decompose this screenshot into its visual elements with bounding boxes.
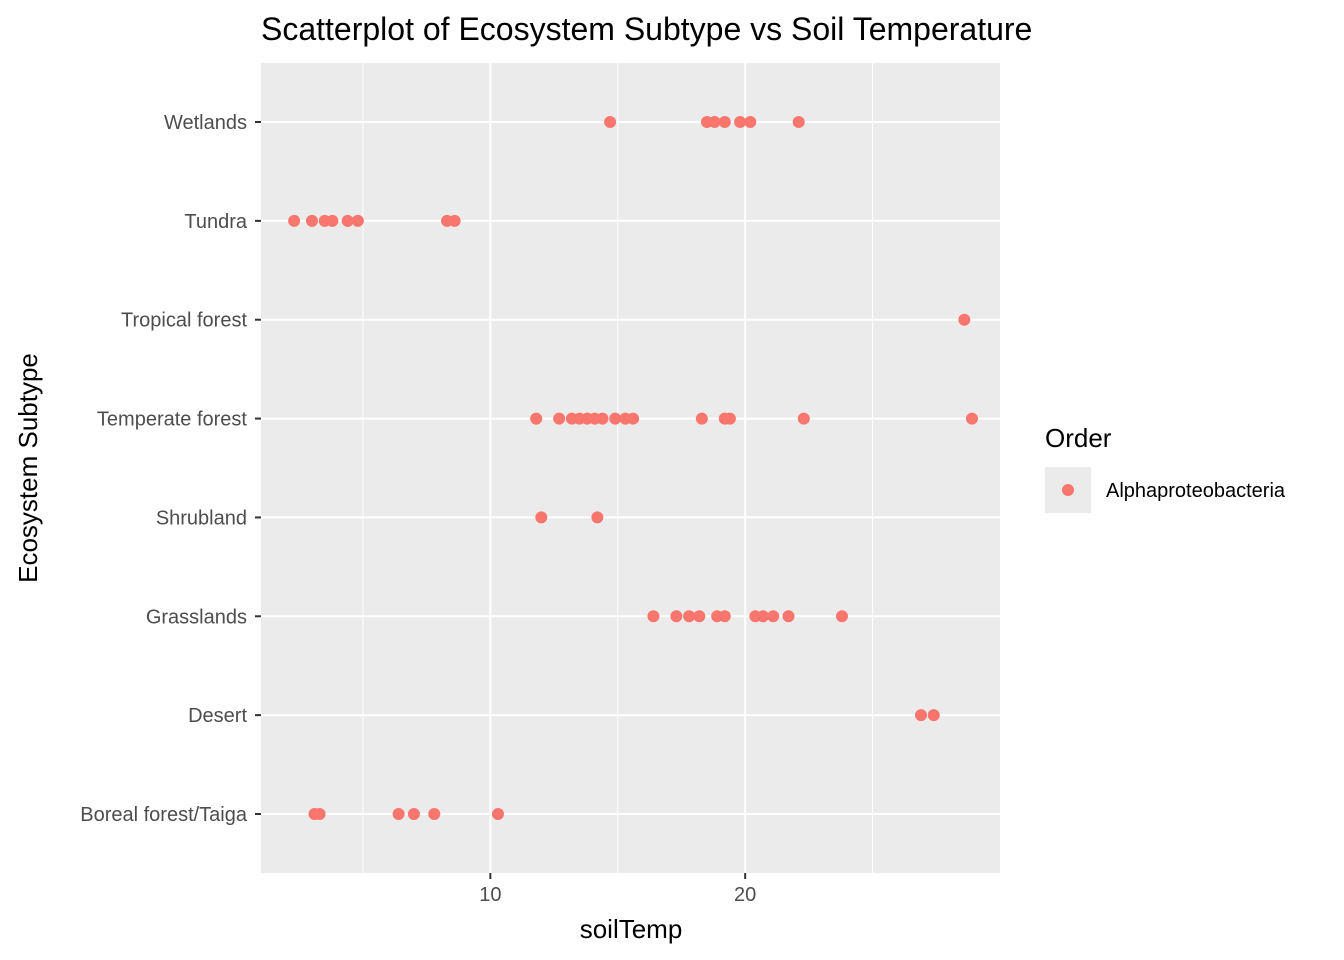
y-tick-label: Tropical forest <box>121 310 247 332</box>
x-tick-label: 10 <box>479 884 501 906</box>
legend-entry-label: Alphaproteobacteria <box>1106 480 1286 502</box>
data-point <box>718 116 731 128</box>
data-point <box>491 808 504 820</box>
x-axis-title: soilTemp <box>580 914 683 944</box>
data-point <box>718 610 731 623</box>
y-tick-label: Boreal forest/Taiga <box>80 804 248 826</box>
data-point <box>553 412 566 425</box>
data-point <box>407 808 420 820</box>
data-point <box>693 610 706 623</box>
data-point <box>609 412 622 425</box>
data-point <box>596 412 609 425</box>
major-gridlines <box>261 63 1000 873</box>
data-point <box>782 610 795 623</box>
data-point <box>428 808 441 820</box>
data-point <box>757 610 770 623</box>
legend-title: Order <box>1045 423 1112 453</box>
data-point <box>744 116 757 128</box>
data-point <box>723 412 736 425</box>
data-points <box>288 116 978 820</box>
data-point <box>591 511 604 524</box>
data-point <box>695 412 708 425</box>
data-point <box>351 214 364 227</box>
data-point <box>734 116 747 128</box>
data-point <box>683 610 696 623</box>
data-point <box>392 808 405 820</box>
y-tick-label: Wetlands <box>164 112 247 134</box>
data-point <box>530 412 543 425</box>
data-point <box>708 116 721 128</box>
y-tick-label: Tundra <box>184 211 248 233</box>
data-point <box>341 214 354 227</box>
data-point <box>670 610 683 623</box>
y-tick-label: Grasslands <box>146 606 247 628</box>
data-point <box>927 709 940 722</box>
x-tick-label: 20 <box>734 884 756 906</box>
y-tick-label: Shrubland <box>156 507 247 529</box>
data-point <box>915 709 928 722</box>
data-point <box>792 116 805 128</box>
x-axis: 10 20 <box>479 873 756 906</box>
data-point <box>627 412 640 425</box>
data-point <box>797 412 810 425</box>
plot-panel <box>261 63 1000 873</box>
data-point <box>958 313 971 326</box>
y-tick-label: Temperate forest <box>97 409 248 431</box>
chart-title: Scatterplot of Ecosystem Subtype vs Soil… <box>261 11 1032 47</box>
data-point <box>767 610 780 623</box>
data-point <box>535 511 548 524</box>
data-point <box>836 610 849 623</box>
data-point <box>604 116 617 128</box>
data-point <box>288 214 301 227</box>
legend-key-point <box>1062 484 1074 496</box>
data-point <box>647 610 660 623</box>
data-point <box>305 214 318 227</box>
y-tick-label: Desert <box>188 705 247 727</box>
data-point <box>313 808 326 820</box>
data-point <box>326 214 339 227</box>
y-axis-title: Ecosystem Subtype <box>13 353 43 583</box>
minor-gridlines <box>362 63 874 873</box>
data-point <box>448 214 461 227</box>
y-axis: Boreal forest/Taiga Desert Grasslands Shrub… <box>80 112 261 826</box>
legend: Order Alphaproteobacteria <box>1045 423 1286 513</box>
data-point <box>965 412 978 425</box>
